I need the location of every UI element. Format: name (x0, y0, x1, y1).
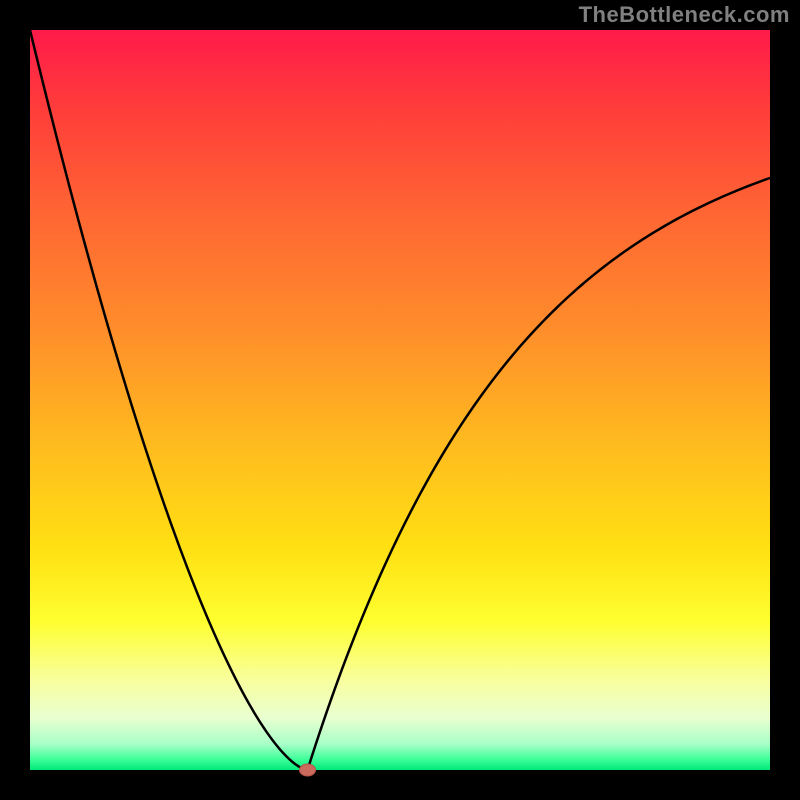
plot-background (30, 30, 770, 770)
bottleneck-chart (0, 0, 800, 800)
chart-container: TheBottleneck.com (0, 0, 800, 800)
optimum-marker (300, 764, 316, 776)
watermark-text: TheBottleneck.com (579, 2, 790, 28)
